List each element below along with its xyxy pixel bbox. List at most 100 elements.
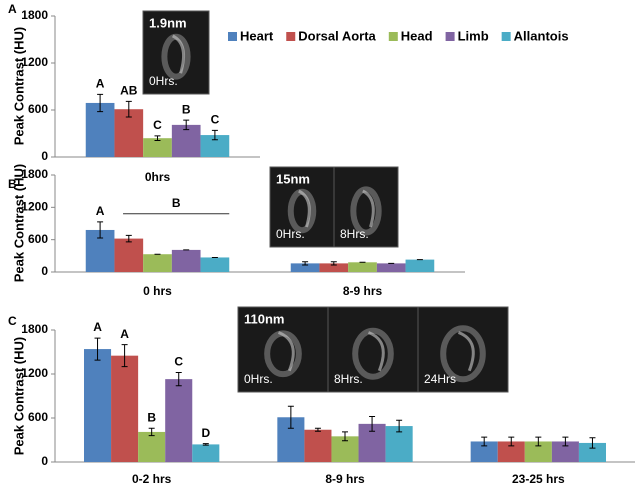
y-tick-label: 600 — [28, 102, 48, 116]
error-bar — [369, 416, 376, 432]
frame-label: 24Hrs — [424, 372, 456, 386]
bar — [524, 441, 552, 462]
error-bar — [202, 443, 209, 446]
embryo-shape — [367, 331, 385, 372]
significance-letter: A — [96, 204, 105, 218]
inset-image: 0Hrs. 1.9nm — [142, 10, 210, 95]
inset-frame — [269, 166, 335, 248]
error-bar — [97, 93, 104, 113]
bar — [84, 349, 112, 462]
significance-letter: A — [93, 320, 102, 334]
bar — [171, 124, 201, 157]
significance-letter: B — [182, 102, 191, 116]
embryo-shape — [362, 189, 375, 228]
inset-image: 0Hrs. 8Hrs. 15nm — [269, 166, 399, 248]
bar — [304, 429, 332, 462]
embryo-shape — [171, 34, 186, 74]
panel-label: A — [8, 2, 17, 16]
error-bar — [508, 436, 515, 447]
legend-swatch — [445, 32, 455, 41]
frame-label: 0Hrs. — [149, 74, 178, 88]
error-bar — [154, 135, 161, 142]
error-bar — [94, 337, 101, 361]
inset-title: 1.9nm — [149, 15, 187, 30]
y-tick-label: 0 — [41, 264, 48, 278]
frame-label: 8Hrs. — [334, 372, 363, 386]
x-tick-label: 23-25 hrs — [512, 472, 565, 486]
error-bar — [125, 100, 132, 118]
bar — [200, 257, 230, 272]
embryo-shape — [457, 331, 475, 372]
legend-label: Heart — [240, 28, 274, 43]
error-bar — [287, 405, 294, 429]
bar — [578, 442, 606, 462]
span-label: B — [172, 196, 181, 210]
embryo-shape — [277, 331, 295, 372]
embryo-shape — [440, 325, 486, 383]
legend-label: Limb — [458, 28, 489, 43]
error-bar — [589, 437, 596, 449]
bar — [165, 379, 193, 462]
y-axis-label: Peak Contrast (HU) — [11, 27, 26, 145]
error-bar — [183, 119, 190, 131]
y-tick-label: 600 — [28, 232, 48, 246]
legend-swatch — [388, 32, 398, 41]
bar — [290, 263, 320, 272]
error-bar — [330, 261, 337, 266]
bar — [348, 262, 377, 272]
x-tick-label: 0-2 hrs — [132, 472, 172, 486]
x-tick-label: 8-9 hrs — [343, 284, 383, 298]
x-tick-label: 0 hrs — [143, 284, 172, 298]
error-bar — [175, 372, 182, 387]
y-tick-label: 1800 — [21, 167, 48, 181]
frame-label: 0Hrs. — [276, 227, 305, 241]
error-bar — [148, 427, 155, 437]
bar — [114, 238, 144, 272]
bar — [143, 254, 172, 272]
significance-letter: B — [147, 410, 156, 424]
embryo-shape — [350, 186, 382, 236]
frame-label: 8Hrs. — [340, 227, 369, 241]
y-tick-label: 1200 — [21, 55, 48, 69]
legend-swatch — [286, 32, 296, 41]
y-axis-label: Peak Contrast (HU) — [11, 164, 26, 282]
legend-swatch — [501, 32, 511, 41]
bar — [192, 444, 220, 462]
bar — [405, 259, 435, 272]
bar — [143, 138, 172, 157]
significance-letter: C — [211, 113, 220, 127]
error-bar — [535, 436, 542, 447]
bar — [376, 263, 406, 272]
error-bar — [481, 436, 488, 447]
y-tick-label: 1800 — [21, 8, 48, 22]
significance-letter: C — [174, 355, 183, 369]
x-tick-label: 8-9 hrs — [325, 472, 365, 486]
panel-label: B — [8, 177, 17, 191]
significance-letter: D — [201, 426, 210, 440]
bar — [551, 441, 579, 462]
error-bar — [302, 261, 309, 266]
bar — [470, 441, 498, 462]
bar — [319, 263, 349, 272]
y-tick-label: 1200 — [21, 366, 48, 380]
y-axis-label: Peak Contrast (HU) — [11, 337, 26, 455]
y-tick-label: 1800 — [21, 322, 48, 336]
inset-title: 15nm — [276, 171, 310, 186]
legend-label: Head — [401, 28, 433, 43]
inset-frame — [237, 306, 329, 393]
inset-frame — [142, 10, 210, 95]
bar — [111, 355, 139, 462]
bar — [171, 249, 201, 272]
legend-label: Dorsal Aorta — [298, 28, 376, 43]
y-tick-label: 0 — [41, 454, 48, 468]
error-bar — [211, 129, 218, 141]
error-bar — [97, 221, 104, 239]
significance-letter: AB — [120, 84, 138, 98]
error-bar — [314, 427, 321, 432]
error-bar — [121, 344, 128, 368]
significance-letter: A — [120, 327, 129, 341]
embryo-shape — [298, 189, 311, 228]
error-bar — [342, 431, 348, 442]
x-tick-label: 0hrs — [145, 170, 171, 184]
panel-label: C — [8, 314, 17, 328]
